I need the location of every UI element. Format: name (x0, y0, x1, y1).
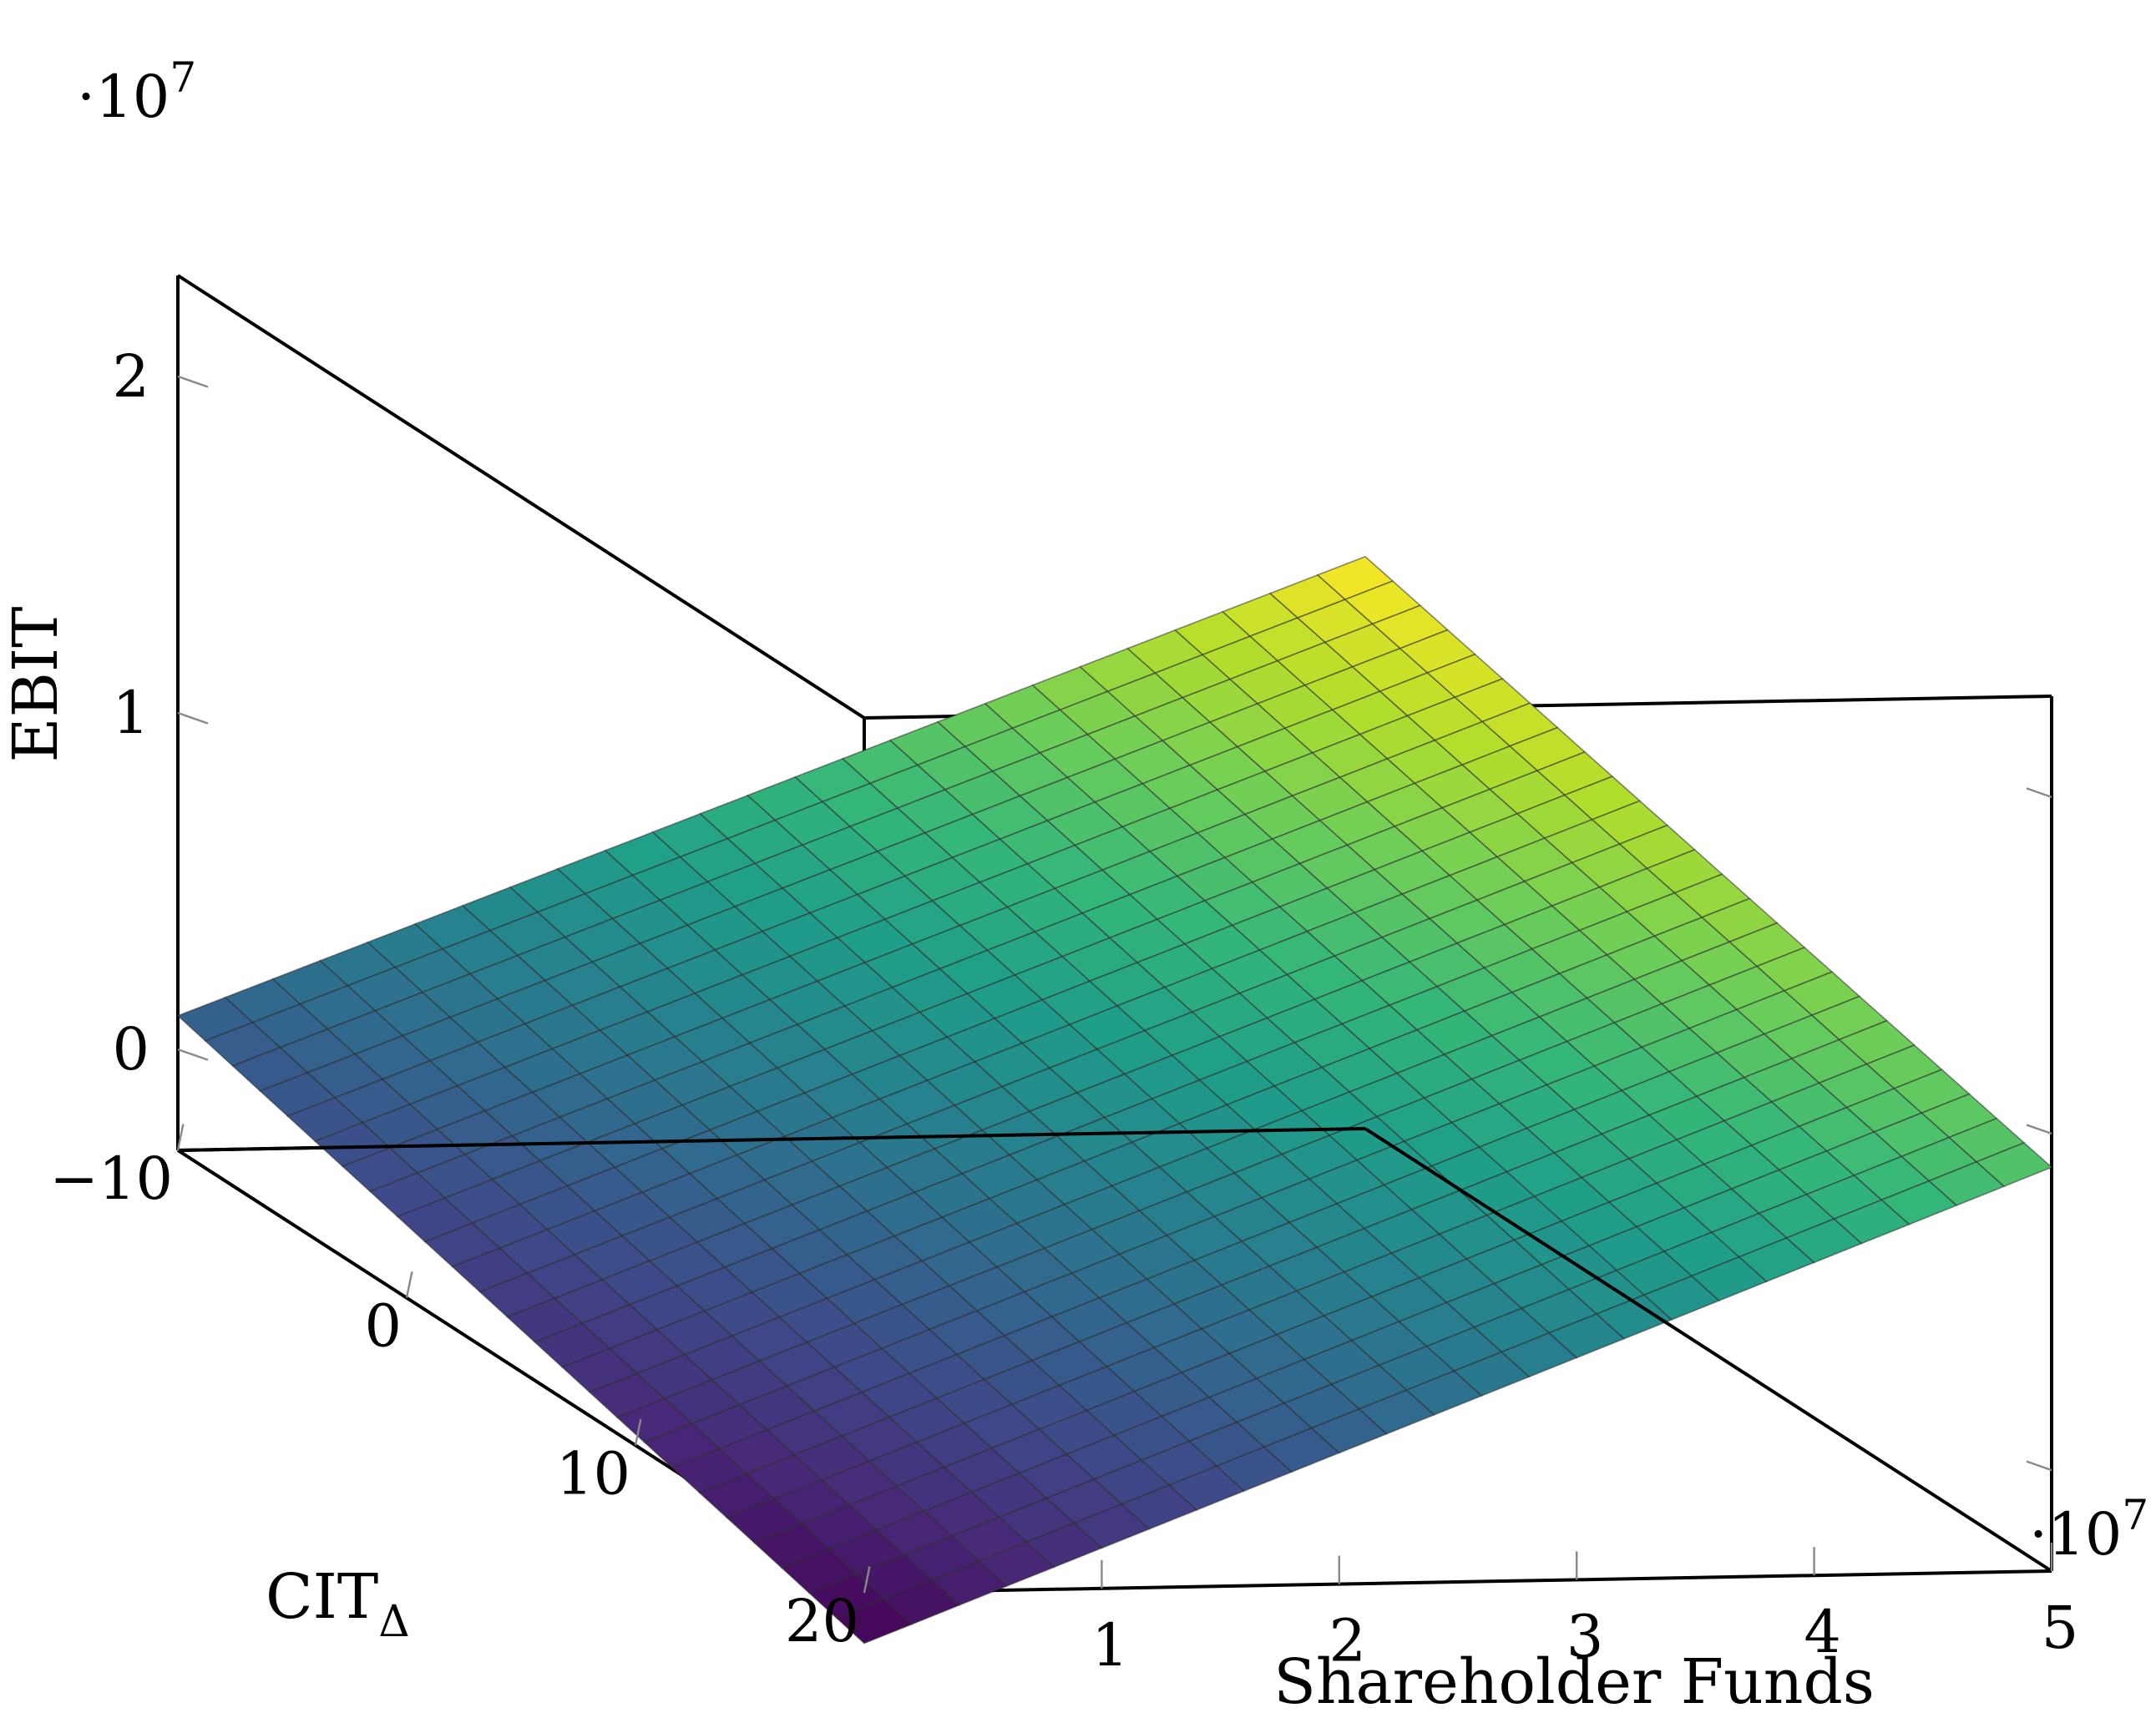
box-edge (176, 274, 866, 720)
y-tick (634, 1418, 642, 1446)
z-tick (2026, 1124, 2052, 1135)
z-axis-multiplier: ·107 (77, 53, 196, 131)
x-multiplier-exponent: 7 (2122, 1491, 2148, 1539)
y-tick-label: 10 (556, 1439, 630, 1508)
y-tick-label: −10 (49, 1144, 173, 1213)
box-edge (863, 1569, 2052, 1594)
y-tick-label: 20 (785, 1587, 859, 1655)
tick-labels: 1 2 3 4 5 −10 0 10 20 0 1 2 (49, 342, 2078, 1680)
z-axis-label: EBIT (0, 607, 72, 763)
axis-box-front (177, 1127, 2053, 1573)
y-axis-label: CITΔ (266, 1561, 410, 1647)
y-axis-label-subscript: Δ (378, 1597, 410, 1647)
y-tick-label: 0 (364, 1292, 402, 1361)
z-multiplier-base: ·10 (77, 63, 170, 131)
y-tick (176, 1124, 185, 1151)
z-tick (2026, 1460, 2052, 1472)
z-tick (177, 1048, 209, 1061)
y-axis-label-main: CIT (266, 1561, 378, 1633)
z-tick-label: 2 (112, 342, 149, 411)
x-axis-line (1364, 1127, 2053, 1573)
x-tick-label: 5 (2042, 1594, 2079, 1662)
y-tick (405, 1271, 413, 1298)
surface-mesh (176, 555, 2053, 1645)
surface-cell (1975, 1142, 2053, 1188)
x-tick-label: 4 (1804, 1598, 1841, 1666)
x-axis-multiplier: ·107 (2029, 1491, 2148, 1569)
z-tick (177, 375, 209, 388)
z-tick (2026, 787, 2052, 799)
x-tick-label: 3 (1566, 1602, 1604, 1670)
tick-marks (176, 375, 2053, 1594)
z-tick-label: 1 (112, 679, 149, 747)
y-tick (863, 1566, 871, 1594)
y-axis-line (177, 1127, 1366, 1152)
x-tick-label: 1 (1091, 1611, 1129, 1680)
x-axis-label: Shareholder Funds (1273, 1646, 1875, 1718)
x-tick-label: 2 (1329, 1607, 1367, 1675)
x-multiplier-base: ·10 (2029, 1500, 2122, 1569)
z-tick-label: 0 (112, 1015, 149, 1084)
z-tick (177, 711, 209, 725)
z-multiplier-exponent: 7 (170, 53, 196, 102)
